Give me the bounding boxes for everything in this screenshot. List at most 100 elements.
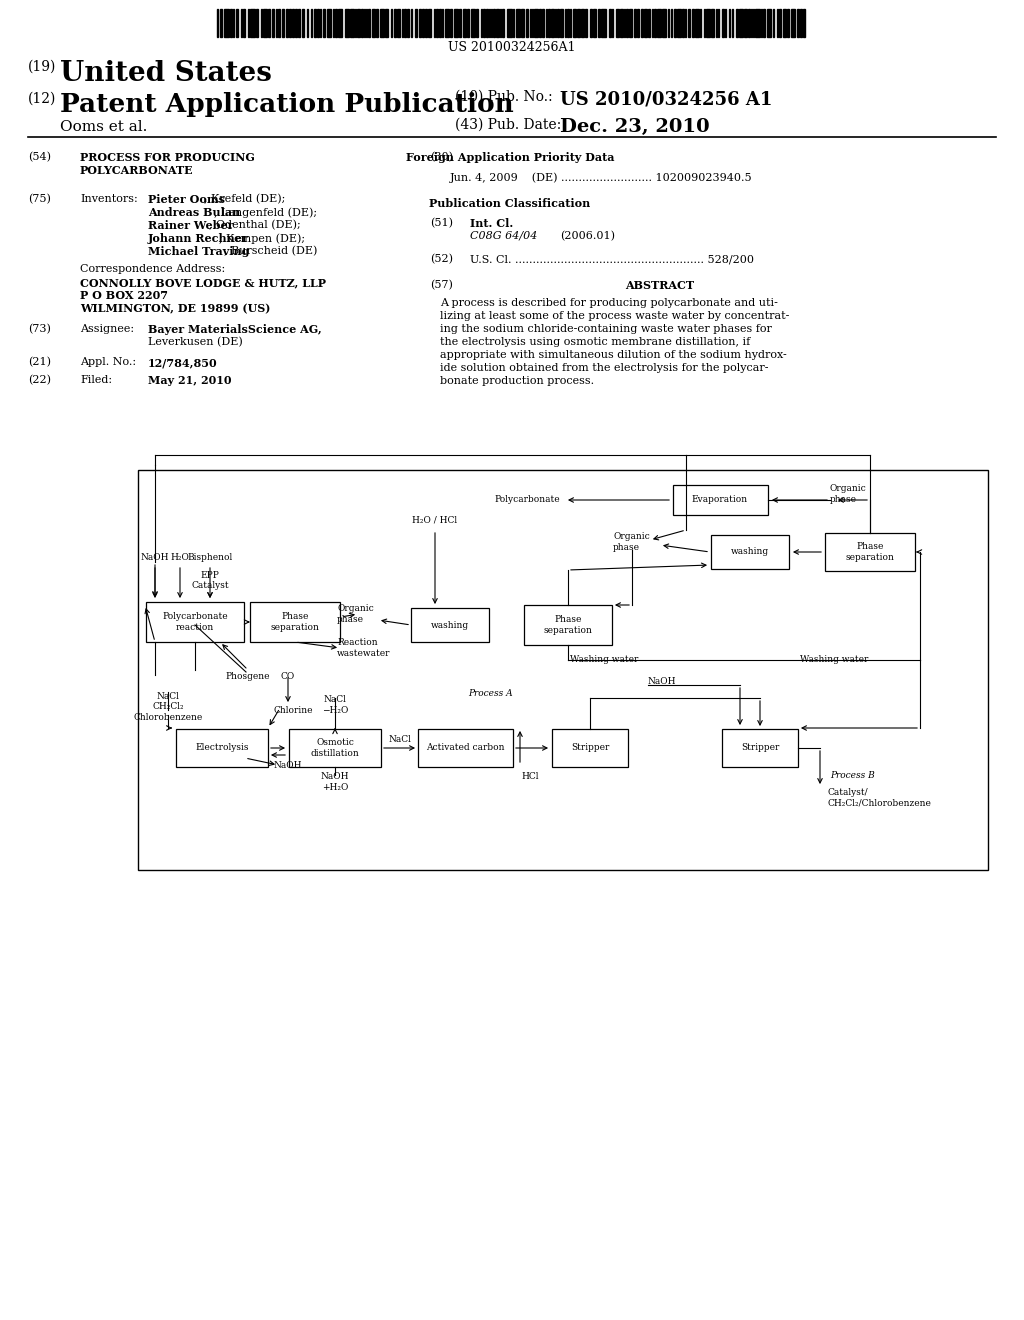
Bar	[415, 9, 417, 37]
Text: (22): (22)	[28, 375, 51, 385]
Bar	[797, 9, 800, 37]
Bar	[711, 9, 715, 37]
Bar	[763, 9, 765, 37]
Text: Phase
separation: Phase separation	[544, 615, 593, 635]
Text: US 2010/0324256 A1: US 2010/0324256 A1	[560, 90, 772, 108]
Text: (52): (52)	[430, 253, 453, 264]
Text: Organic
phase: Organic phase	[613, 532, 650, 552]
Text: Johann Rechner: Johann Rechner	[148, 234, 249, 244]
Bar	[317, 9, 319, 37]
Text: ide solution obtained from the electrolysis for the polycar-: ide solution obtained from the electroly…	[440, 363, 768, 374]
Bar	[236, 9, 239, 37]
Bar	[279, 9, 281, 37]
Bar	[601, 9, 606, 37]
Text: Rainer Weber: Rainer Weber	[148, 220, 233, 231]
Text: Bisphenol: Bisphenol	[187, 553, 232, 562]
Text: H₂O: H₂O	[171, 553, 189, 562]
Text: (51): (51)	[430, 218, 453, 228]
Bar	[567, 9, 568, 37]
Bar	[521, 9, 523, 37]
Bar	[250, 9, 255, 37]
Bar	[585, 9, 588, 37]
Text: Int. Cl.: Int. Cl.	[470, 218, 513, 228]
Text: Chlorine: Chlorine	[273, 706, 312, 715]
Bar	[647, 9, 650, 37]
Bar	[725, 9, 726, 37]
Bar	[609, 9, 610, 37]
Bar	[460, 9, 461, 37]
Bar	[298, 9, 300, 37]
Bar	[641, 9, 643, 37]
Bar	[338, 9, 342, 37]
Bar	[668, 9, 669, 37]
Bar	[220, 9, 222, 37]
Text: Washing water: Washing water	[800, 656, 868, 664]
Text: CH₂Cl₂: CH₂Cl₂	[153, 702, 184, 711]
Bar	[539, 9, 542, 37]
Bar	[677, 9, 681, 37]
Text: Organic
phase: Organic phase	[337, 605, 374, 624]
Text: Process B: Process B	[830, 771, 874, 780]
Bar	[682, 9, 683, 37]
Bar	[728, 9, 730, 37]
Bar	[230, 9, 232, 37]
Bar	[411, 9, 413, 37]
Text: HCl: HCl	[521, 772, 539, 781]
Bar	[138, 470, 988, 870]
Bar	[445, 9, 449, 37]
Text: Stripper: Stripper	[570, 743, 609, 752]
Text: NaCl: NaCl	[388, 735, 412, 744]
Bar	[572, 9, 577, 37]
Bar	[753, 9, 754, 37]
Bar	[361, 9, 362, 37]
Text: C08G 64/04: C08G 64/04	[470, 231, 538, 242]
Bar	[513, 9, 514, 37]
Bar	[428, 9, 431, 37]
Text: Polycarbonate: Polycarbonate	[495, 495, 560, 504]
Text: Stripper: Stripper	[740, 743, 779, 752]
Bar	[471, 9, 475, 37]
Bar	[663, 9, 666, 37]
Text: NaOH: NaOH	[648, 677, 677, 686]
Bar	[524, 605, 612, 645]
Bar	[590, 9, 592, 37]
Text: Phosgene: Phosgene	[225, 672, 270, 681]
Bar	[755, 9, 760, 37]
Text: Catalyst: Catalyst	[191, 581, 228, 590]
Bar	[671, 9, 672, 37]
Bar	[286, 9, 289, 37]
Text: EPP: EPP	[201, 572, 219, 579]
Bar	[598, 9, 600, 37]
Bar	[555, 9, 556, 37]
Bar	[350, 9, 353, 37]
Bar	[241, 9, 243, 37]
Bar	[418, 729, 512, 767]
Bar	[250, 602, 340, 642]
Text: ABSTRACT: ABSTRACT	[626, 280, 694, 290]
Bar	[369, 9, 371, 37]
Text: (54): (54)	[28, 152, 51, 162]
Text: NaOH: NaOH	[273, 760, 302, 770]
Text: (21): (21)	[28, 356, 51, 367]
Bar	[751, 9, 752, 37]
Text: NaCl: NaCl	[157, 692, 179, 701]
Text: P O BOX 2207: P O BOX 2207	[80, 290, 168, 301]
Bar	[494, 9, 495, 37]
Bar	[582, 9, 584, 37]
Text: (2006.01): (2006.01)	[560, 231, 615, 242]
Bar	[684, 9, 686, 37]
Bar	[654, 9, 656, 37]
Text: NaOH: NaOH	[321, 772, 349, 781]
Bar	[673, 484, 768, 515]
Bar	[310, 9, 312, 37]
Bar	[483, 9, 484, 37]
Bar	[295, 9, 297, 37]
Bar	[548, 9, 550, 37]
Bar	[692, 9, 693, 37]
Text: Inventors:: Inventors:	[80, 194, 138, 205]
Bar	[420, 9, 421, 37]
Bar	[616, 9, 618, 37]
Bar	[411, 609, 489, 642]
Bar	[489, 9, 490, 37]
Bar	[302, 9, 304, 37]
